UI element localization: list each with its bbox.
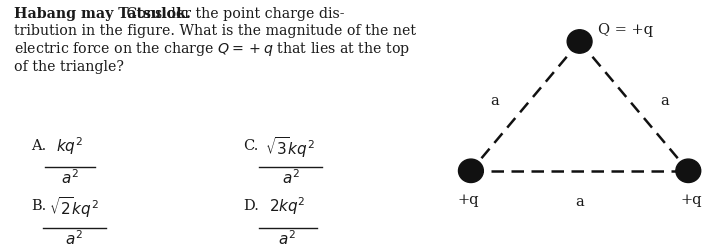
Text: $a^2$: $a^2$ xyxy=(281,168,299,187)
Text: Consider the point charge dis-
tribution in the figure. What is the magnitude of: Consider the point charge dis- tribution… xyxy=(13,7,415,74)
Text: +q: +q xyxy=(680,193,702,207)
Text: $\sqrt{3}kq^2$: $\sqrt{3}kq^2$ xyxy=(265,135,316,160)
Text: B.: B. xyxy=(31,199,47,213)
Text: a: a xyxy=(575,195,584,209)
Text: Habang may Tatsulok.: Habang may Tatsulok. xyxy=(13,7,191,21)
Circle shape xyxy=(676,159,700,183)
Text: Q = +q: Q = +q xyxy=(598,23,653,37)
Text: $kq^2$: $kq^2$ xyxy=(56,135,83,157)
Text: +q: +q xyxy=(457,193,479,207)
Circle shape xyxy=(567,30,592,53)
Text: C.: C. xyxy=(243,139,259,153)
Text: $a^2$: $a^2$ xyxy=(279,229,296,244)
Circle shape xyxy=(459,159,484,183)
Text: $a^2$: $a^2$ xyxy=(61,168,79,187)
Text: A.: A. xyxy=(31,139,47,153)
Text: $2kq^2$: $2kq^2$ xyxy=(269,195,306,217)
Text: D.: D. xyxy=(243,199,259,213)
Text: $a^2$: $a^2$ xyxy=(65,229,83,244)
Text: a: a xyxy=(661,94,669,108)
Text: $\sqrt{2}kq^2$: $\sqrt{2}kq^2$ xyxy=(50,195,99,220)
Text: a: a xyxy=(490,94,498,108)
